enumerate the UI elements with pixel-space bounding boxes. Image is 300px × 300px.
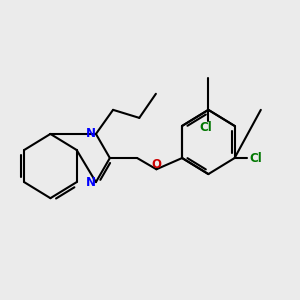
Text: Cl: Cl <box>199 121 212 134</box>
Text: N: N <box>86 176 96 189</box>
Text: Cl: Cl <box>250 152 262 164</box>
Text: O: O <box>152 158 161 171</box>
Text: N: N <box>86 128 96 140</box>
